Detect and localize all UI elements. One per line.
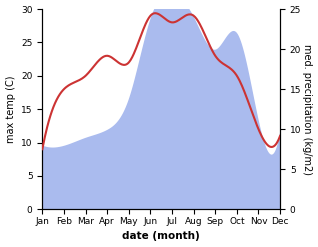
Y-axis label: max temp (C): max temp (C) (5, 75, 16, 143)
Y-axis label: med. precipitation (kg/m2): med. precipitation (kg/m2) (302, 44, 313, 175)
X-axis label: date (month): date (month) (122, 231, 200, 242)
